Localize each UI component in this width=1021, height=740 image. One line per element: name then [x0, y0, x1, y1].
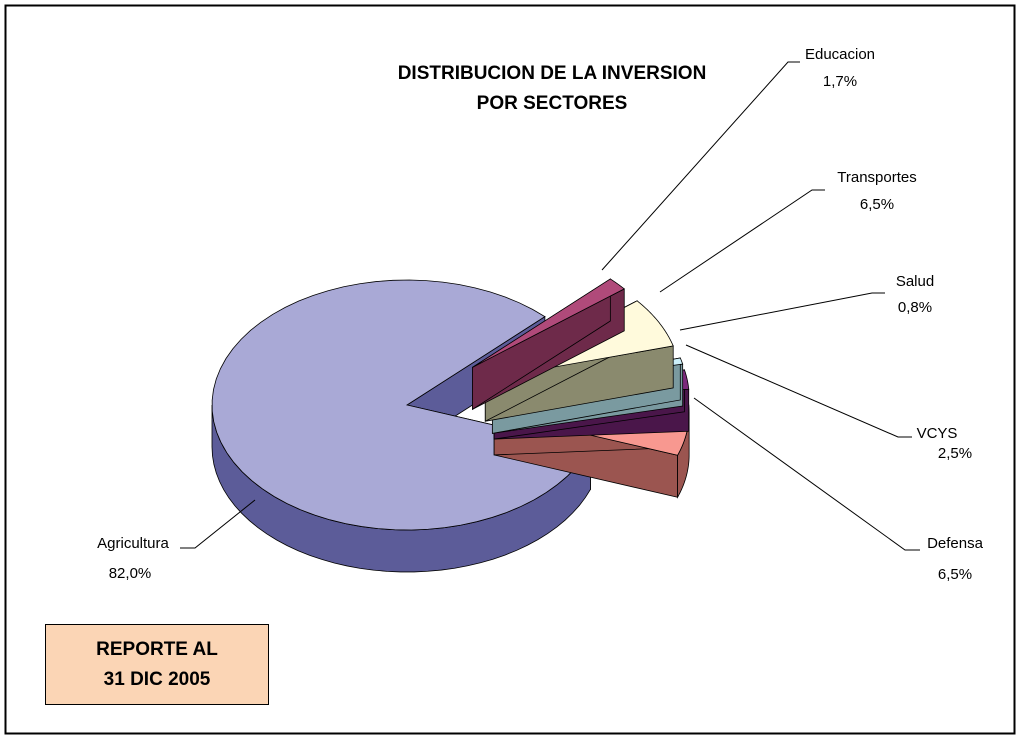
leader-line — [659, 189, 825, 293]
annotation: REPORTE AL — [96, 639, 218, 660]
annotation: 31 DIC 2005 — [104, 669, 211, 690]
leader-line — [180, 499, 256, 549]
chart-title: POR SECTORES — [477, 93, 628, 114]
leader-line — [679, 292, 885, 331]
value-label: 6,5% — [938, 566, 972, 583]
value-label: 2,5% — [938, 445, 972, 462]
value-label: 82,0% — [109, 565, 152, 582]
value-label: 1,7% — [823, 73, 857, 90]
leader-line — [685, 344, 912, 438]
slice-label: Educacion — [805, 46, 875, 63]
slice-label: Agricultura — [97, 535, 169, 552]
annotation-box — [45, 624, 269, 705]
pie — [211, 278, 690, 573]
value-label: 6,5% — [860, 196, 894, 213]
slice-label: Defensa — [927, 535, 984, 552]
slice-label: Transportes — [837, 169, 916, 186]
slice — [211, 279, 592, 531]
slice-label: VCYS — [917, 425, 958, 442]
leader-line — [601, 61, 800, 271]
leader-line — [693, 397, 920, 551]
slice — [472, 278, 625, 368]
slice-label: Salud — [896, 273, 934, 290]
value-label: 0,8% — [898, 299, 932, 316]
chart-title: DISTRIBUCION DE LA INVERSION — [398, 63, 707, 84]
